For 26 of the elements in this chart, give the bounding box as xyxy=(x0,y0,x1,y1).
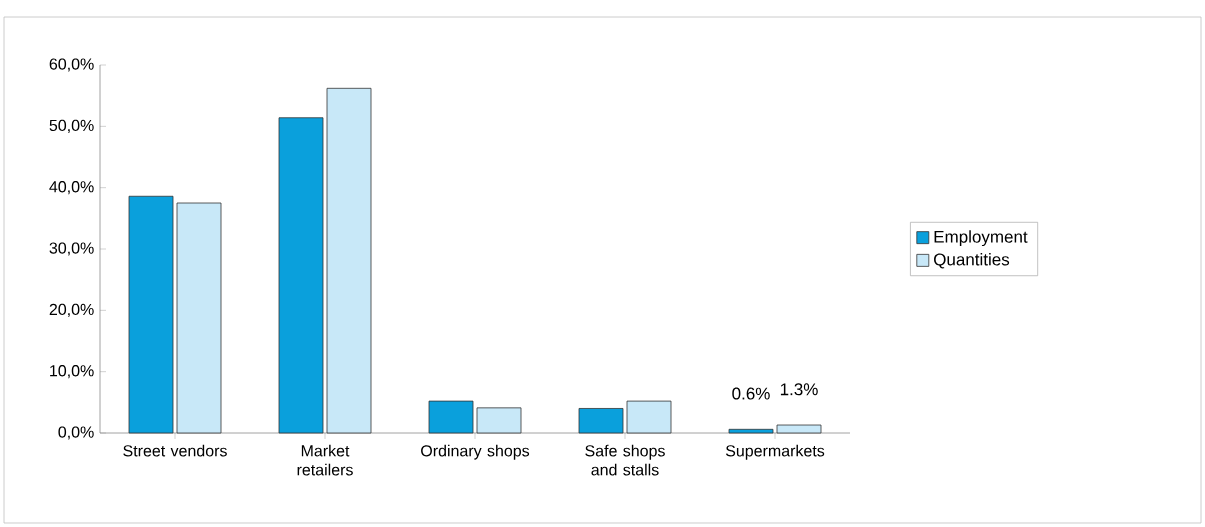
x-tick-label: Safe shops and stalls xyxy=(585,444,665,476)
bar xyxy=(728,428,774,434)
bar xyxy=(626,400,672,434)
y-tick-label: 0,0% xyxy=(58,426,94,440)
x-tick-label: Ordinary shops xyxy=(421,444,530,460)
bar xyxy=(278,117,324,434)
bar xyxy=(776,424,822,434)
bar xyxy=(176,202,222,434)
data-label: 1.3% xyxy=(780,383,818,396)
legend-label: Quantities xyxy=(934,253,1010,269)
data-label: 0.6% xyxy=(732,387,770,400)
x-tick-label: Market retailers xyxy=(297,444,353,476)
y-tick-label: 50,0% xyxy=(49,119,94,133)
y-tick-label: 30,0% xyxy=(49,242,94,256)
bar xyxy=(326,87,372,434)
y-tick-label: 20,0% xyxy=(49,303,94,317)
y-tick-label: 40,0% xyxy=(49,181,94,195)
bar xyxy=(428,400,474,434)
bar xyxy=(476,407,522,434)
bar xyxy=(578,408,624,434)
x-tick-label: Street vendors xyxy=(123,444,227,457)
y-tick-label: 10,0% xyxy=(50,365,94,379)
bar xyxy=(128,195,174,434)
legend-label: Employment xyxy=(934,230,1028,247)
y-tick-label: 60,0% xyxy=(49,58,94,72)
x-tick-label: Supermarkets xyxy=(725,444,825,460)
